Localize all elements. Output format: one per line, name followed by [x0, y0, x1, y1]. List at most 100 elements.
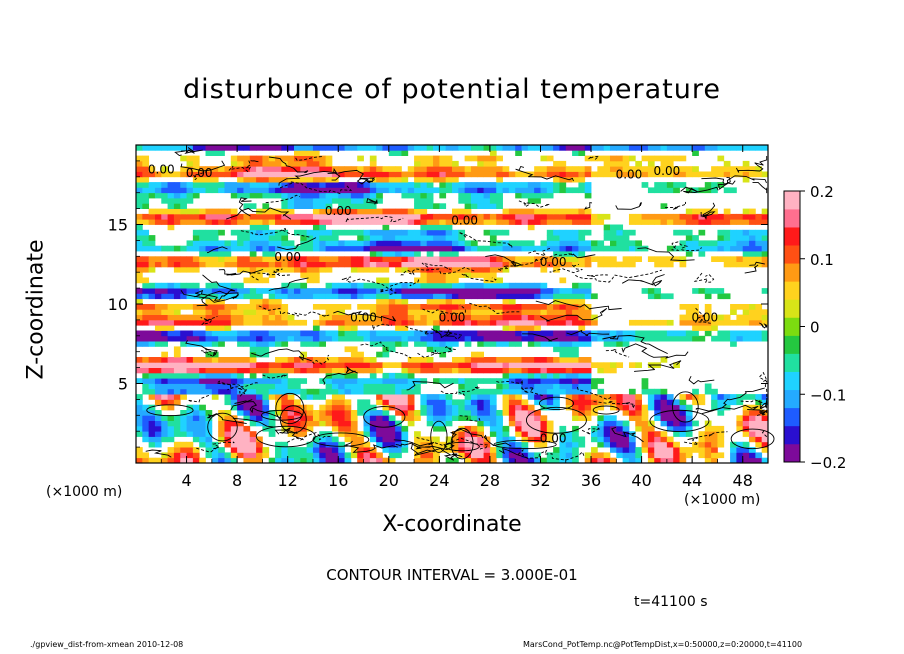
field-cell [224, 425, 232, 432]
field-cell [319, 404, 326, 411]
field-cell [268, 425, 276, 432]
field-cell [224, 362, 232, 368]
field-cell [420, 208, 428, 215]
field-cell [350, 145, 358, 151]
field-cell [704, 447, 712, 453]
field-cell [237, 171, 244, 178]
field-cell [243, 362, 251, 368]
field-cell [369, 192, 377, 199]
field-cell [148, 404, 156, 411]
field-cell [281, 145, 289, 151]
field-cell [559, 251, 567, 257]
field-cell [173, 182, 181, 188]
field-cell [300, 203, 308, 209]
field-cell [755, 457, 763, 464]
field-cell [458, 383, 466, 390]
field-cell [180, 261, 187, 268]
field-cell [338, 182, 345, 188]
field-cell [218, 208, 225, 215]
field-cell [243, 335, 251, 342]
field-cell [388, 229, 396, 236]
field-cell [692, 399, 699, 406]
field-cell [306, 182, 314, 188]
field-cell [635, 404, 642, 411]
field-cell [464, 425, 472, 432]
field-cell [496, 198, 503, 204]
field-cell [268, 293, 276, 300]
field-cell [414, 357, 421, 363]
field-cell [445, 341, 453, 347]
field-cell [572, 166, 579, 172]
field-cell [755, 452, 763, 459]
field-cell [749, 208, 756, 215]
field-cell [420, 293, 428, 300]
field-cell [363, 266, 371, 273]
field-cell [483, 362, 491, 368]
field-cell [331, 213, 339, 220]
field-cell [723, 319, 731, 326]
field-cell [300, 288, 308, 294]
field-cell [717, 441, 725, 448]
field-cell [445, 224, 453, 231]
field-cell [173, 213, 181, 220]
field-cell [294, 383, 301, 390]
field-cell [660, 219, 668, 225]
contour-line [615, 202, 643, 210]
field-cell [350, 410, 358, 416]
field-cell [388, 420, 396, 427]
field-cell [439, 145, 447, 151]
field-cell [237, 404, 244, 411]
field-cell [565, 293, 573, 300]
field-cell [534, 410, 541, 416]
field-cell [565, 357, 573, 363]
contour-line [680, 186, 719, 194]
field-cell [357, 383, 364, 390]
field-cell [452, 240, 459, 247]
field-cell [666, 441, 674, 448]
field-cell [572, 410, 579, 416]
field-cell [578, 256, 586, 262]
field-cell [192, 192, 200, 199]
field-cell [211, 176, 219, 183]
field-cell [704, 383, 712, 390]
field-cell [369, 357, 377, 363]
field-cell [584, 171, 592, 178]
field-cell [344, 314, 352, 321]
field-cell [287, 261, 295, 268]
field-cell [464, 203, 472, 209]
field-cell [205, 261, 213, 268]
field-cell [761, 240, 769, 247]
field-cell [382, 425, 390, 432]
field-cell [464, 378, 472, 384]
field-cell [553, 346, 560, 353]
field-cell [553, 372, 560, 379]
field-cell [439, 171, 447, 178]
field-cell [211, 447, 219, 453]
field-cell [546, 431, 554, 437]
field-cell [401, 208, 409, 215]
field-cell [395, 240, 402, 247]
field-cell [761, 441, 769, 448]
field-cell [458, 219, 466, 225]
field-cell [395, 176, 402, 183]
field-cell [180, 383, 187, 390]
field-cell [603, 425, 611, 432]
field-cell [300, 256, 308, 262]
field-cell [616, 441, 624, 448]
field-cell [584, 261, 592, 268]
field-cell [401, 235, 409, 241]
field-cell [723, 293, 731, 300]
field-cell [136, 420, 143, 427]
field-cell [489, 277, 497, 284]
field-cell [685, 166, 693, 172]
field-cell [154, 410, 162, 416]
field-cell [382, 388, 390, 395]
field-cell [622, 436, 630, 443]
field-cell [559, 425, 567, 432]
field-cell [426, 346, 434, 353]
field-cell [142, 245, 150, 252]
field-cell [325, 367, 333, 374]
field-cell [546, 436, 554, 443]
field-cell [704, 441, 712, 448]
field-cell [300, 145, 308, 151]
